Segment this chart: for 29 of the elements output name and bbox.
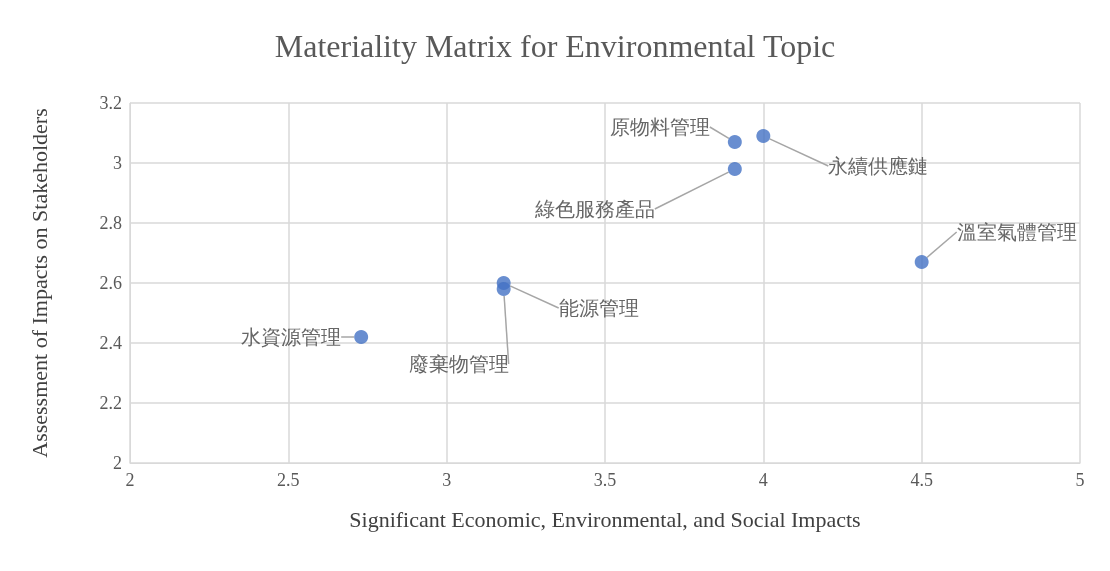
point [727, 162, 742, 176]
point [727, 135, 742, 149]
chart-title: Materiality Matrix for Environmental Topic [274, 28, 836, 64]
point [354, 330, 369, 344]
x-tick-label: 2.5 [277, 470, 300, 490]
y-axis-title: Assessment of Impacts on Stakeholders [26, 108, 52, 458]
y-tick-label: 3 [113, 153, 122, 173]
y-tick-label: 2.6 [99, 273, 122, 293]
annotation: 廢棄物管理 [408, 353, 509, 375]
annotation: 溫室氣體管理 [956, 221, 1077, 243]
point [496, 282, 511, 296]
x-tick-label: 3.5 [593, 470, 617, 490]
y-tick-label: 2 [113, 453, 122, 473]
annotation: 水資源管理 [241, 326, 342, 348]
y-tick-label: 2.4 [99, 333, 122, 353]
point [914, 255, 929, 269]
x-tick-label: 3 [442, 470, 452, 490]
x-tick-label: 4 [758, 470, 768, 490]
point [756, 129, 771, 143]
y-tick-label: 3.2 [99, 93, 122, 113]
annotation: 能源管理 [558, 297, 639, 319]
x-tick-label: 4.5 [910, 470, 933, 490]
annotation: 永續供應鏈 [828, 155, 929, 177]
x-tick-label: 5 [1075, 470, 1085, 490]
annotation: 綠色服務產品 [533, 198, 655, 220]
y-tick-label: 2.8 [99, 213, 122, 233]
x-axis-title: Significant Economic, Environmental, and Social Impacts [349, 506, 861, 532]
y-tick-label: 2.2 [99, 393, 122, 413]
annotation: 原物料管理 [609, 116, 710, 138]
